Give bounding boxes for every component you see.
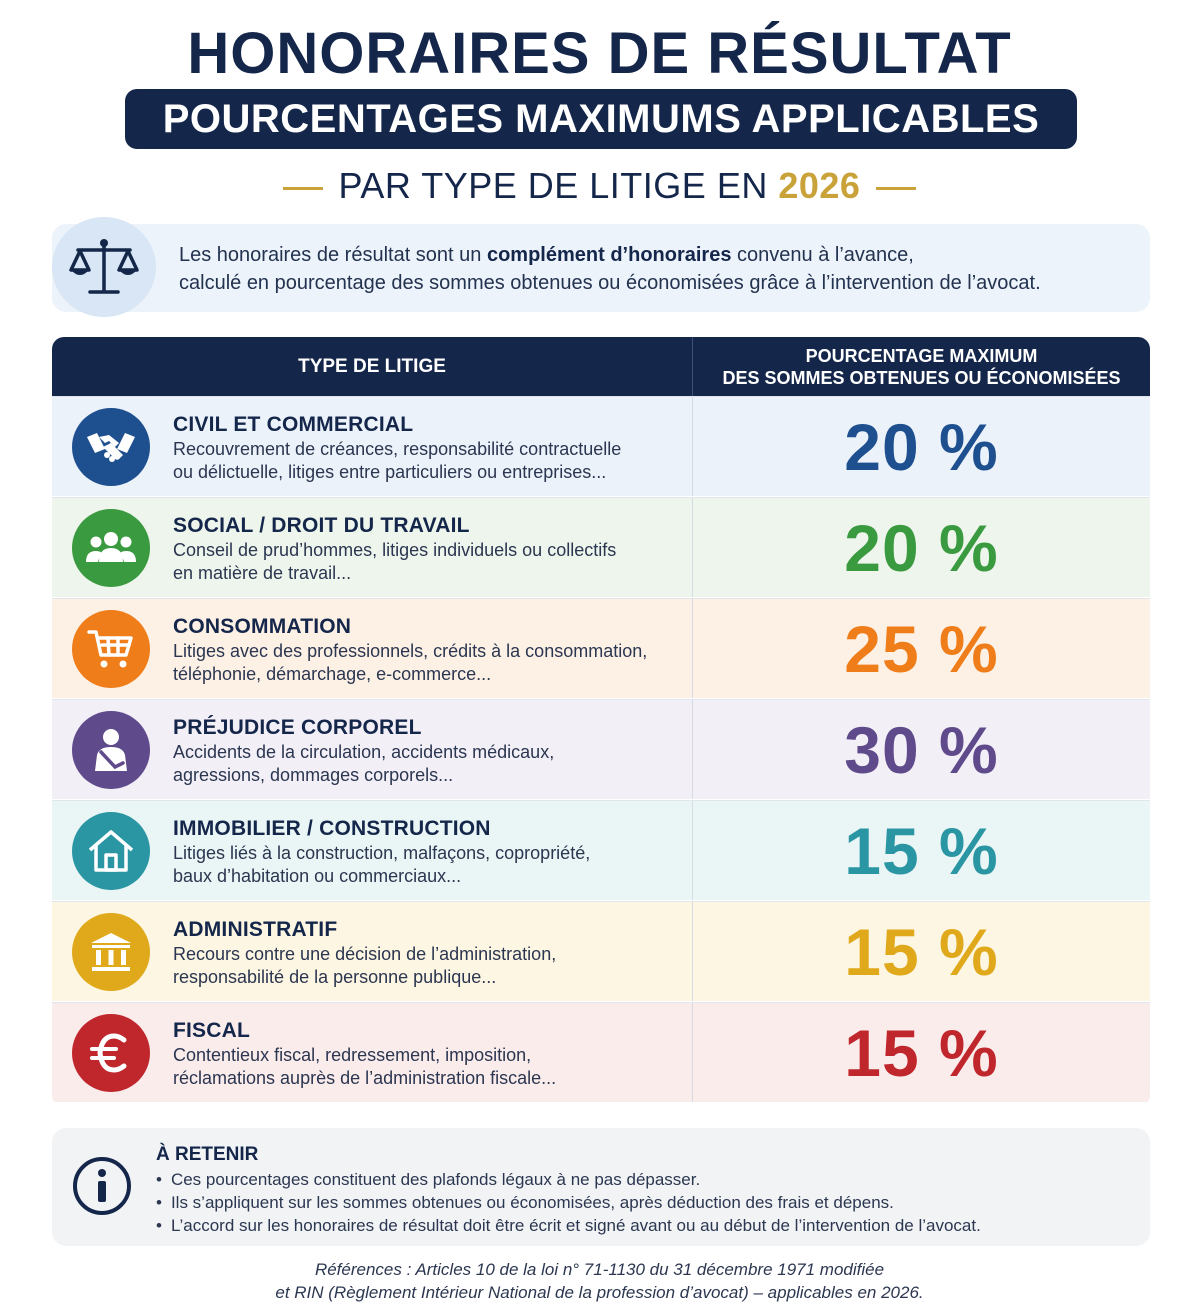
row-description: Recouvrement de créances, responsabilité… [173, 438, 684, 484]
row-type-cell: PRÉJUDICE CORPOREL Accidents de la circul… [52, 700, 693, 799]
column-header-percentage: POURCENTAGE MAXIMUM DES SOMMES OBTENUES … [722, 345, 1121, 388]
row-percentage: 20 % [844, 409, 999, 484]
row-title: CIVIL ET COMMERCIAL [173, 413, 414, 436]
row-type-cell: FISCAL Contentieux fiscal, redressement, … [52, 1003, 693, 1102]
group-icon [72, 509, 150, 587]
row-description-line2: agressions, dommages corporels... [173, 765, 454, 785]
row-text: SOCIAL / DROIT DU TRAVAIL Conseil de prud… [173, 512, 684, 585]
table-row: CONSOMMATION Litiges avec des professionn… [52, 598, 1150, 698]
list-item: L’accord sur les honoraires de résultat … [156, 1214, 981, 1237]
subtitle-prefix: PAR TYPE DE LITIGE EN [338, 165, 768, 206]
row-description: Litiges avec des professionnels, crédits… [173, 640, 684, 686]
table-header: TYPE DE LITIGE POURCENTAGE MAXIMUM DES S… [52, 337, 1150, 396]
row-description-line2: réclamations auprès de l’administration … [173, 1068, 557, 1088]
table-row: SOCIAL / DROIT DU TRAVAIL Conseil de prud… [52, 497, 1150, 597]
intro-part2: convenu à l’avance, [731, 244, 914, 266]
table-row: IMMOBILIER / CONSTRUCTION Litiges liés à … [52, 800, 1150, 900]
row-title: SOCIAL / DROIT DU TRAVAIL [173, 514, 470, 537]
row-type-cell: SOCIAL / DROIT DU TRAVAIL Conseil de prud… [52, 498, 693, 597]
intro-box: Les honoraires de résultat sont un compl… [52, 217, 1150, 317]
row-percentage: 15 % [844, 914, 999, 989]
house-icon [72, 812, 150, 890]
shopping-cart-icon [72, 610, 150, 688]
info-icon [72, 1156, 132, 1216]
row-title: IMMOBILIER / CONSTRUCTION [173, 817, 491, 840]
row-description-line2: ou délictuelle, litiges entre particulie… [173, 462, 607, 482]
fees-table: TYPE DE LITIGE POURCENTAGE MAXIMUM DES S… [52, 337, 1150, 1107]
row-title: ADMINISTRATIF [173, 918, 338, 941]
row-description: Recours contre une décision de l’adminis… [173, 943, 684, 989]
references-line2: et RIN (Règlement Intérieur National de … [275, 1283, 924, 1302]
retenir-title: À RETENIR [156, 1144, 259, 1165]
row-description-line1: Conseil de prud’hommes, litiges individu… [173, 540, 617, 560]
table-row: ADMINISTRATIF Recours contre une décision… [52, 901, 1150, 1001]
row-text: CIVIL ET COMMERCIAL Recouvrement de créan… [173, 411, 684, 484]
injured-person-icon [72, 711, 150, 789]
retenir-box: À RETENIR Ces pourcentages constituent d… [52, 1128, 1150, 1246]
row-title: FISCAL [173, 1019, 251, 1042]
row-text: IMMOBILIER / CONSTRUCTION Litiges liés à … [173, 815, 684, 888]
subtitle-year: 2026 [778, 165, 861, 206]
row-description-line1: Litiges avec des professionnels, crédits… [173, 641, 648, 661]
table-row: PRÉJUDICE CORPOREL Accidents de la circul… [52, 699, 1150, 799]
row-percentage: 15 % [844, 813, 999, 888]
row-type-cell: IMMOBILIER / CONSTRUCTION Litiges liés à … [52, 801, 693, 900]
list-item: Ils s’appliquent sur les sommes obtenues… [156, 1191, 981, 1214]
banner-subtitle: POURCENTAGES MAXIMUMS APPLICABLES [125, 89, 1077, 149]
euro-icon [72, 1014, 150, 1092]
government-building-icon [72, 913, 150, 991]
intro-line2: calculé en pourcentage des sommes obtenu… [179, 272, 1041, 294]
column-header-type: TYPE DE LITIGE [52, 337, 693, 396]
row-percentage: 25 % [844, 611, 999, 686]
row-description-line2: responsabilité de la personne publique..… [173, 967, 497, 987]
row-description: Contentieux fiscal, redressement, imposi… [173, 1044, 684, 1090]
intro-bold: complément d’honoraires [486, 244, 732, 266]
row-type-cell: ADMINISTRATIF Recours contre une décision… [52, 902, 693, 1001]
retenir-list: Ces pourcentages constituent des plafond… [156, 1168, 981, 1237]
row-description-line1: Litiges liés à la construction, malfaçon… [173, 843, 591, 863]
row-description-line2: en matière de travail... [173, 563, 352, 583]
intro-text: Les honoraires de résultat sont un compl… [179, 241, 1130, 297]
row-description-line1: Contentieux fiscal, redressement, imposi… [173, 1045, 532, 1065]
row-title: PRÉJUDICE CORPOREL [173, 716, 422, 739]
row-type-cell: CIVIL ET COMMERCIAL Recouvrement de créan… [52, 397, 693, 496]
decorative-dash-left [282, 186, 323, 190]
row-description-line1: Accidents de la circulation, accidents m… [173, 742, 555, 762]
row-text: FISCAL Contentieux fiscal, redressement, … [173, 1017, 684, 1090]
row-text: PRÉJUDICE CORPOREL Accidents de la circul… [173, 714, 684, 787]
page-title: HONORAIRES DE RÉSULTAT [187, 21, 1012, 86]
references-line1: Références : Articles 10 de la loi n° 71… [314, 1260, 885, 1279]
row-description-line2: téléphonie, démarchage, e-commerce... [173, 664, 492, 684]
row-text: ADMINISTRATIF Recours contre une décision… [173, 916, 684, 989]
row-percentage: 15 % [844, 1015, 999, 1090]
table-row: CIVIL ET COMMERCIAL Recouvrement de créan… [52, 396, 1150, 496]
row-text: CONSOMMATION Litiges avec des professionn… [173, 613, 684, 686]
row-description: Accidents de la circulation, accidents m… [173, 741, 684, 787]
row-type-cell: CONSOMMATION Litiges avec des professionn… [52, 599, 693, 698]
row-description-line1: Recours contre une décision de l’adminis… [173, 944, 557, 964]
intro-part1: Les honoraires de résultat sont un [179, 244, 487, 266]
handshake-icon [72, 408, 150, 486]
row-description: Conseil de prud’hommes, litiges individu… [173, 539, 684, 585]
decorative-dash-right [876, 186, 917, 190]
table-row: FISCAL Contentieux fiscal, redressement, … [52, 1002, 1150, 1102]
row-description-line1: Recouvrement de créances, responsabilité… [173, 439, 622, 459]
list-item: Ces pourcentages constituent des plafond… [156, 1168, 981, 1191]
row-title: CONSOMMATION [173, 615, 352, 638]
scales-icon [52, 217, 156, 317]
subtitle: PAR TYPE DE LITIGE EN 2026 [0, 164, 1199, 208]
row-percentage: 20 % [844, 510, 999, 585]
references: Références : Articles 10 de la loi n° 71… [0, 1258, 1199, 1304]
row-percentage: 30 % [844, 712, 999, 787]
row-description: Litiges liés à la construction, malfaçon… [173, 842, 684, 888]
row-description-line2: baux d’habitation ou commerciaux... [173, 866, 462, 886]
